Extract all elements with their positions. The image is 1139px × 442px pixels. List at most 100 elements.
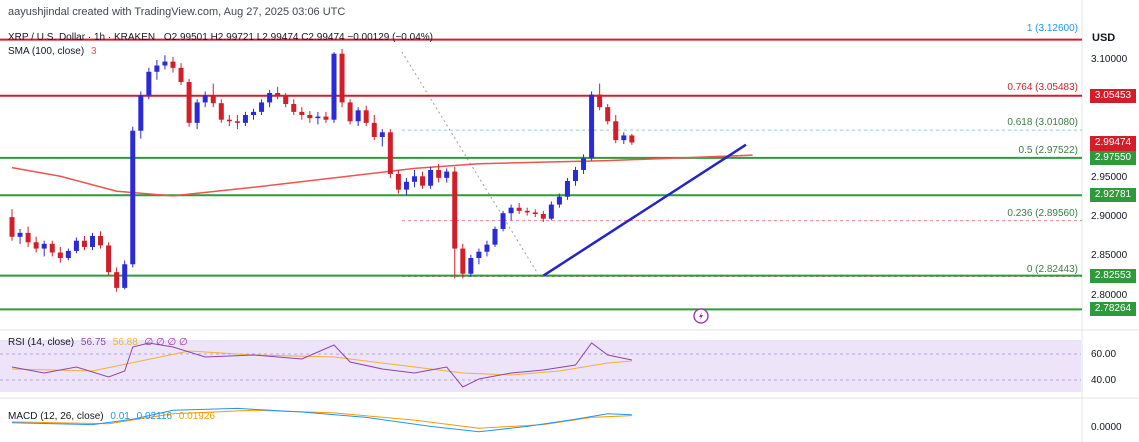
fib-label: 0.236 (2.89560) bbox=[1007, 207, 1078, 219]
macd-tick-zero: 0.0000 bbox=[1091, 422, 1122, 433]
fib-label: 0 (2.82443) bbox=[1026, 263, 1078, 275]
candle-up bbox=[500, 213, 506, 229]
fib-label: 0.764 (3.05483) bbox=[1007, 82, 1078, 94]
fib-diagonal bbox=[401, 51, 539, 275]
rsi-tick-40: 40.00 bbox=[1091, 375, 1117, 386]
candle-up bbox=[581, 158, 587, 170]
candle-down bbox=[114, 272, 120, 288]
sma-legend[interactable]: SMA (100, close) 3 bbox=[8, 46, 97, 57]
rsi-tick-60: 60.00 bbox=[1091, 349, 1117, 360]
candle-up bbox=[41, 243, 47, 249]
candle-up bbox=[508, 207, 514, 214]
candle-down bbox=[347, 102, 353, 122]
price-tick-label: 2.90000 bbox=[1091, 211, 1128, 223]
macd-signal-line bbox=[11, 409, 632, 429]
candle-down bbox=[629, 135, 635, 143]
candle-up bbox=[492, 228, 498, 245]
candle-down bbox=[363, 110, 369, 123]
price-badge: 3.05453 bbox=[1090, 88, 1136, 103]
candle-up bbox=[476, 251, 482, 258]
symbol-title: XRP / U.S. Dollar · 1h · KRAKEN bbox=[8, 32, 156, 43]
candle-up bbox=[355, 110, 361, 122]
macd-hist-value: 0.01926 bbox=[178, 411, 215, 422]
rsi-legend[interactable]: RSI (14, close) 56.75 56.88 ∅ ∅ ∅ ∅ bbox=[8, 337, 188, 348]
symbol-legend[interactable]: XRP / U.S. Dollar · 1h · KRAKEN O2.99501… bbox=[8, 32, 433, 43]
candle-down bbox=[283, 96, 289, 104]
candle-down bbox=[218, 103, 224, 120]
sma-label: SMA (100, close) bbox=[8, 46, 85, 57]
currency-label[interactable]: USD bbox=[1092, 32, 1116, 44]
candle-up bbox=[202, 95, 208, 103]
candle-down bbox=[106, 245, 112, 273]
candle-up bbox=[444, 171, 450, 178]
candle-down bbox=[420, 176, 426, 186]
candle-down bbox=[9, 217, 15, 237]
candle-up bbox=[162, 61, 168, 66]
candle-up bbox=[138, 95, 144, 131]
candle-down bbox=[532, 212, 538, 214]
price-tick-label: 3.10000 bbox=[1091, 54, 1128, 65]
candle-up bbox=[621, 135, 627, 141]
candle-up bbox=[122, 264, 128, 288]
rsi-ma-value: 56.88 bbox=[112, 337, 138, 348]
price-badge: 2.82553 bbox=[1090, 268, 1136, 283]
macd-legend[interactable]: MACD (12, 26, close) 0.01 0.02116 0.0192… bbox=[8, 411, 215, 422]
candle-down bbox=[186, 81, 192, 123]
candle-up bbox=[90, 235, 95, 247]
sma-value: 3 bbox=[90, 46, 97, 57]
candle-down bbox=[98, 235, 104, 246]
candle-up bbox=[242, 114, 248, 123]
candle-down bbox=[613, 121, 619, 141]
rsi-extra: ∅ ∅ ∅ ∅ bbox=[144, 337, 188, 348]
trendline bbox=[542, 143, 747, 277]
rsi-label: RSI (14, close) bbox=[8, 337, 75, 348]
sma-line bbox=[11, 154, 753, 197]
fib-label: 1 (3.12600) bbox=[1026, 23, 1078, 34]
macd-line bbox=[11, 407, 632, 433]
candle-up bbox=[146, 71, 152, 96]
candle-up bbox=[403, 181, 409, 190]
candle-up bbox=[589, 94, 595, 159]
candle-down bbox=[291, 103, 297, 112]
candle-down bbox=[234, 121, 240, 123]
candle-up bbox=[468, 257, 474, 274]
ohlc-values: O2.99501 H2.99721 L2.99474 C2.99474 −0.0… bbox=[163, 32, 433, 43]
candle-up bbox=[412, 176, 417, 182]
candle-up bbox=[267, 92, 273, 103]
lightning-icon[interactable] bbox=[693, 308, 709, 324]
candle-down bbox=[395, 173, 401, 190]
price-tick-label: 2.95000 bbox=[1091, 171, 1128, 183]
candle-up bbox=[65, 250, 71, 258]
candle-down bbox=[33, 242, 39, 249]
candle-up bbox=[259, 102, 265, 112]
macd-value: 0.01 bbox=[110, 411, 130, 422]
candle-down bbox=[49, 243, 55, 253]
macd-label: MACD (12, 26, close) bbox=[8, 411, 104, 422]
candle-up bbox=[548, 204, 554, 219]
candle-down bbox=[371, 122, 377, 137]
candle-down bbox=[81, 240, 87, 247]
rsi-line bbox=[11, 342, 632, 388]
candle-up bbox=[17, 232, 23, 237]
price-badge: 2.97550 bbox=[1090, 150, 1136, 165]
candle-up bbox=[564, 180, 570, 197]
candle-down bbox=[540, 213, 546, 219]
candle-down bbox=[387, 132, 393, 174]
price-tick-label: 2.80000 bbox=[1091, 289, 1128, 301]
candle-up bbox=[556, 196, 562, 205]
candle-down bbox=[170, 61, 176, 68]
candle-down bbox=[299, 111, 305, 115]
candle-up bbox=[251, 111, 256, 115]
candle-down bbox=[516, 207, 522, 211]
candle-down bbox=[25, 232, 31, 243]
rsi-value: 56.75 bbox=[80, 337, 106, 348]
candle-down bbox=[210, 95, 216, 104]
candle-up bbox=[331, 53, 337, 120]
candle-down bbox=[460, 248, 466, 274]
candle-down bbox=[605, 107, 611, 122]
candle-down bbox=[436, 169, 442, 178]
candle-down bbox=[452, 171, 458, 249]
candle-up bbox=[484, 244, 490, 252]
price-badge: 2.92781 bbox=[1090, 188, 1136, 203]
